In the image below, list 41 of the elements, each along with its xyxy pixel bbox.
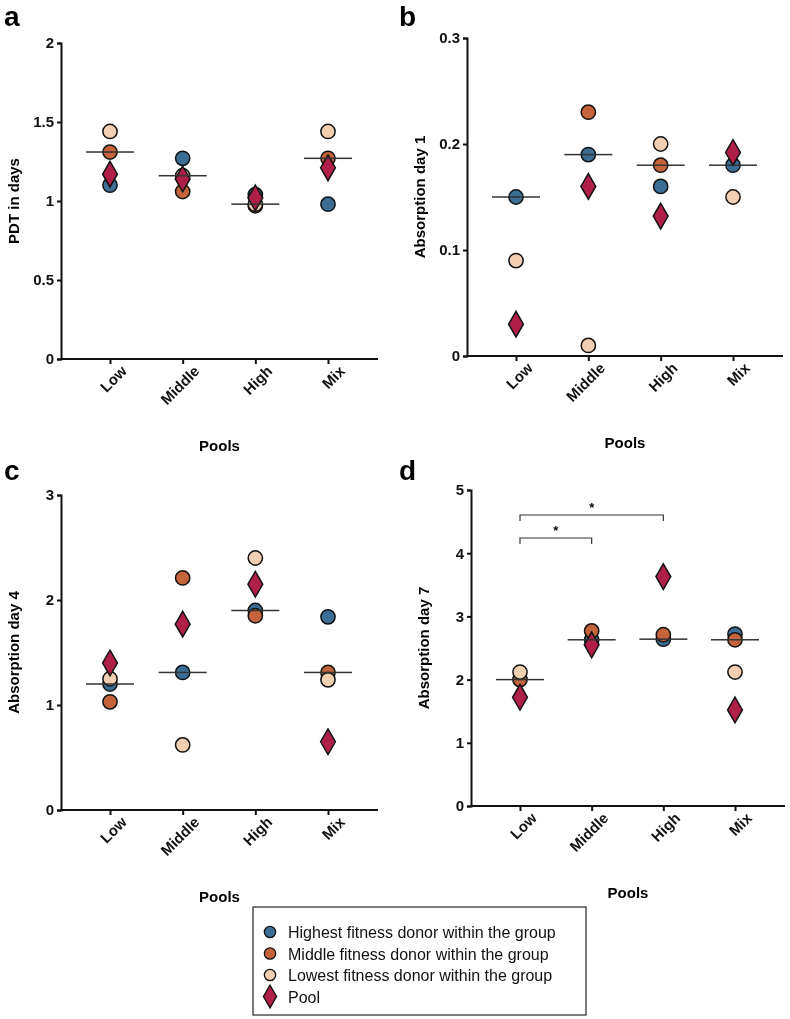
y-tick-label: 1 bbox=[455, 734, 464, 752]
y-tick-label: 1 bbox=[45, 696, 54, 714]
y-tick-label: 0.1 bbox=[439, 241, 460, 259]
y-tick-label: 0 bbox=[455, 797, 464, 815]
x-tick-label: Mix bbox=[723, 358, 754, 389]
chart-title: b bbox=[399, 1, 417, 32]
y-tick-label: 3 bbox=[45, 486, 54, 504]
y-tick-label: 1 bbox=[45, 192, 54, 210]
y-tick-label: 2 bbox=[45, 591, 54, 609]
x-tick-label: Mix bbox=[725, 808, 756, 839]
y-tick-label: 0.2 bbox=[439, 135, 460, 153]
annotation: * bbox=[553, 523, 560, 538]
y-tick-label: 3 bbox=[455, 607, 464, 625]
legend-label: Highest fitness donor within the group bbox=[288, 924, 556, 941]
annotation: * bbox=[589, 500, 596, 515]
x-axis-title: Pools bbox=[199, 437, 240, 454]
legend-label: Middle fitness donor within the group bbox=[288, 945, 549, 963]
chart-title: a bbox=[4, 1, 20, 32]
y-tick-label: 0.3 bbox=[439, 29, 460, 47]
legend-label: Lowest fitness donor within the group bbox=[288, 967, 553, 984]
y-tick-label: 1.5 bbox=[33, 113, 54, 131]
y-tick-label: 2 bbox=[455, 670, 464, 688]
y-axis-title: Absorption day 7 bbox=[415, 586, 432, 710]
chart-title: c bbox=[4, 455, 20, 486]
legend-label: Pool bbox=[288, 988, 321, 1006]
y-tick-label: 0 bbox=[45, 350, 54, 368]
x-tick-label: Mix bbox=[318, 812, 349, 843]
x-axis-title: Pools bbox=[604, 434, 646, 451]
y-tick-label: 0.5 bbox=[33, 271, 54, 289]
y-axis-title: Absorption day 4 bbox=[5, 590, 22, 714]
x-tick-label: Mix bbox=[318, 361, 349, 392]
y-tick-label: 5 bbox=[455, 481, 464, 499]
x-axis-title: Pools bbox=[607, 884, 649, 901]
y-tick-label: 0 bbox=[45, 801, 54, 819]
x-axis-title: Pools bbox=[199, 888, 240, 905]
y-axis-title: PDT in days bbox=[5, 158, 22, 244]
y-axis-title: Absorption day 1 bbox=[411, 135, 428, 259]
y-tick-label: 0 bbox=[451, 347, 460, 365]
y-tick-label: 2 bbox=[45, 34, 54, 52]
y-tick-label: 4 bbox=[455, 544, 465, 562]
chart-title: d bbox=[399, 455, 417, 486]
